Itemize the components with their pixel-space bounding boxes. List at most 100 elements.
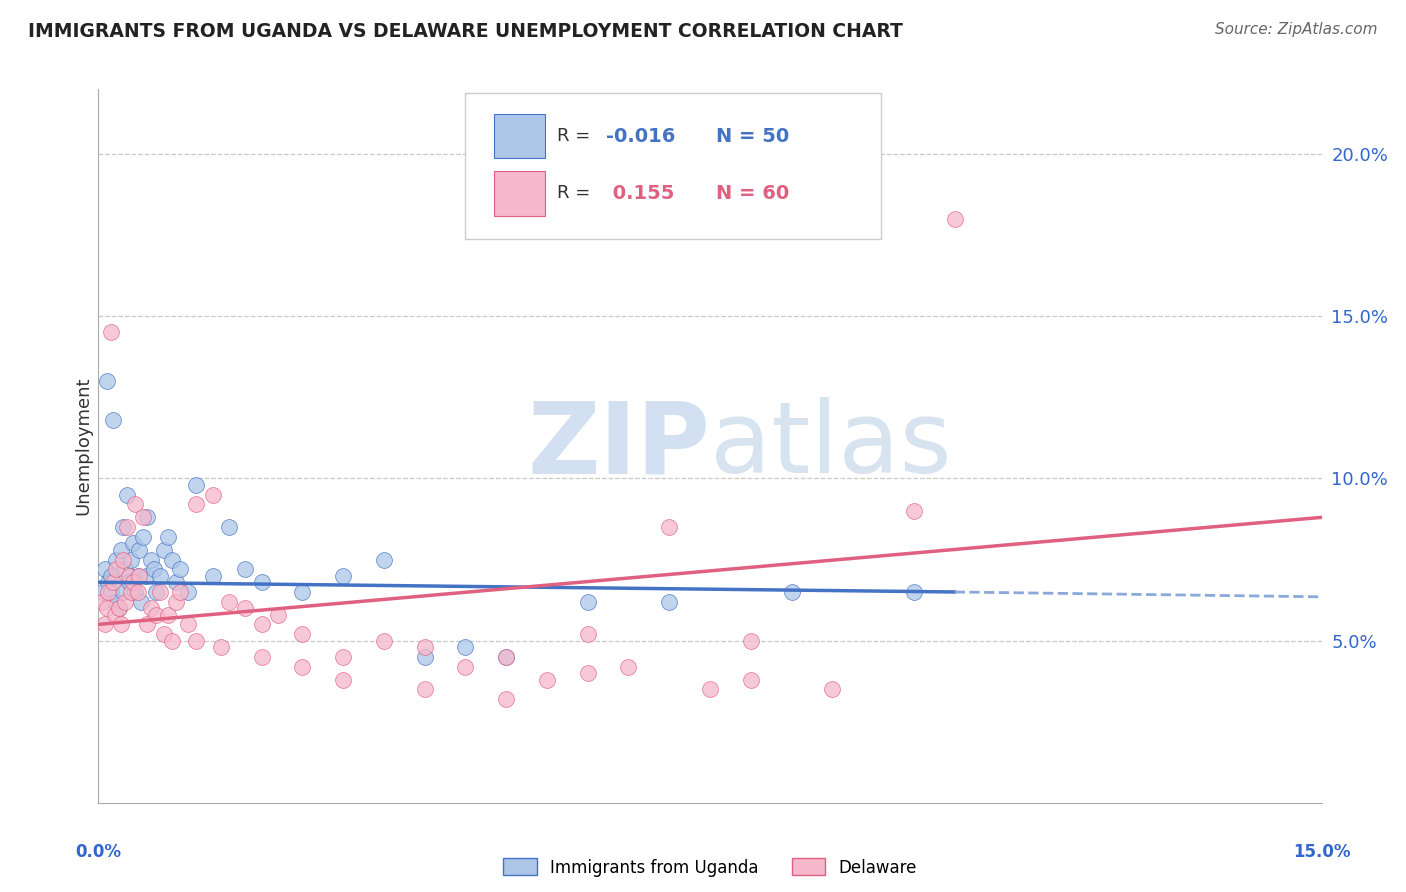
Text: 15.0%: 15.0% <box>1294 843 1350 861</box>
Point <box>114 562 136 576</box>
Point <box>142 562 165 576</box>
Point <box>186 633 208 648</box>
Point <box>218 595 240 609</box>
Point <box>169 562 191 576</box>
Text: R =: R = <box>557 128 591 145</box>
Point <box>136 510 159 524</box>
Point <box>145 585 167 599</box>
Text: IMMIGRANTS FROM UGANDA VS DELAWARE UNEMPLOYMENT CORRELATION CHART: IMMIGRANTS FROM UGANDA VS DELAWARE UNEMP… <box>28 22 903 41</box>
Point <box>145 607 167 622</box>
Point <box>94 617 117 632</box>
Point <box>101 413 124 427</box>
Point <box>658 520 681 534</box>
Point <box>495 649 517 664</box>
Point <box>291 627 314 641</box>
Point <box>97 585 120 599</box>
Point <box>233 562 256 576</box>
Point <box>118 575 141 590</box>
Point <box>91 585 114 599</box>
Point <box>108 601 131 615</box>
Point <box>100 568 122 582</box>
Text: 0.0%: 0.0% <box>76 843 121 861</box>
Point <box>132 530 155 544</box>
Point <box>699 682 721 697</box>
Point <box>186 497 208 511</box>
Point <box>495 692 517 706</box>
Point <box>152 627 174 641</box>
Point <box>124 585 146 599</box>
Point <box>149 568 172 582</box>
Text: atlas: atlas <box>710 398 952 494</box>
Text: Source: ZipAtlas.com: Source: ZipAtlas.com <box>1215 22 1378 37</box>
Point <box>96 374 118 388</box>
Point <box>141 601 163 615</box>
Point <box>96 601 118 615</box>
Point <box>104 595 127 609</box>
Point <box>209 640 232 654</box>
Point <box>152 542 174 557</box>
Point <box>291 585 314 599</box>
Point <box>121 536 143 550</box>
Point <box>186 478 208 492</box>
Point <box>124 497 146 511</box>
Point <box>121 575 143 590</box>
Point <box>129 595 152 609</box>
Point <box>111 585 134 599</box>
Point <box>105 562 128 576</box>
Text: -0.016: -0.016 <box>606 127 675 145</box>
Point <box>110 617 132 632</box>
Point <box>332 649 354 664</box>
Y-axis label: Unemployment: Unemployment <box>75 376 93 516</box>
Point <box>160 633 183 648</box>
Point <box>576 666 599 681</box>
Point <box>132 510 155 524</box>
Point <box>250 649 273 664</box>
Point <box>135 568 157 582</box>
Point <box>100 326 122 340</box>
Point <box>658 595 681 609</box>
Point <box>332 568 354 582</box>
Point <box>218 520 240 534</box>
Point <box>413 649 436 664</box>
Point <box>110 542 132 557</box>
Point <box>373 552 395 566</box>
Point <box>821 682 844 697</box>
Point <box>576 595 599 609</box>
FancyBboxPatch shape <box>465 93 882 239</box>
Point <box>903 504 925 518</box>
Point <box>105 552 128 566</box>
Point <box>115 488 138 502</box>
Point <box>165 595 187 609</box>
Point <box>156 530 179 544</box>
Point <box>413 682 436 697</box>
Point <box>536 673 558 687</box>
Point <box>127 585 149 599</box>
Point <box>94 562 117 576</box>
Point <box>160 552 183 566</box>
Point <box>120 585 142 599</box>
Point <box>156 607 179 622</box>
Point <box>128 568 150 582</box>
Point <box>111 552 134 566</box>
Point <box>291 659 314 673</box>
Text: 0.155: 0.155 <box>606 184 675 202</box>
Text: ZIP: ZIP <box>527 398 710 494</box>
Point <box>177 585 200 599</box>
Point <box>177 617 200 632</box>
Point <box>169 585 191 599</box>
Point <box>454 659 477 673</box>
Point <box>118 568 141 582</box>
Point <box>104 607 127 622</box>
FancyBboxPatch shape <box>494 114 546 159</box>
Point <box>128 542 150 557</box>
Point <box>111 520 134 534</box>
Point <box>495 649 517 664</box>
Point <box>201 568 224 582</box>
Point <box>943 211 966 226</box>
Point <box>617 659 640 673</box>
Legend: Immigrants from Uganda, Delaware: Immigrants from Uganda, Delaware <box>503 858 917 877</box>
Point <box>740 673 762 687</box>
Text: N = 60: N = 60 <box>716 184 789 202</box>
Text: N = 50: N = 50 <box>716 127 789 145</box>
FancyBboxPatch shape <box>494 171 546 216</box>
